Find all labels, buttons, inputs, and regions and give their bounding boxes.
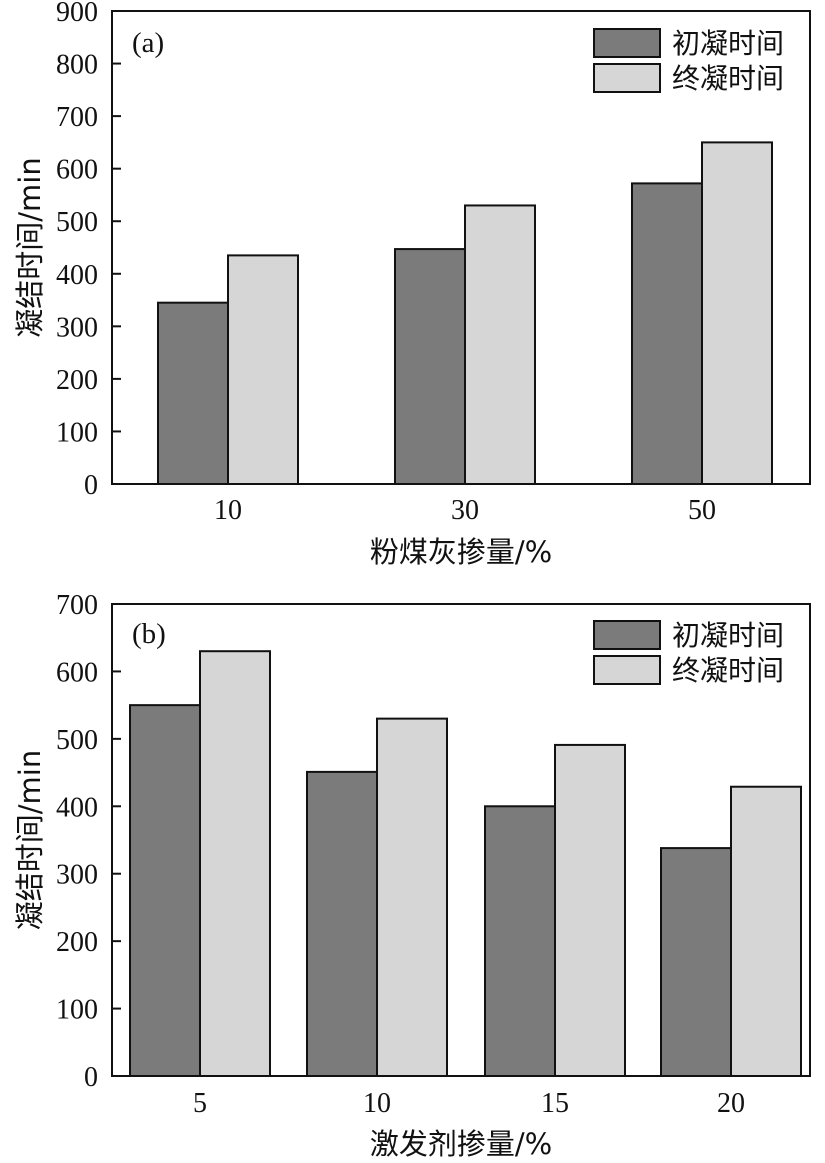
y-tick-label: 700 xyxy=(56,102,98,133)
x-tick-label: 50 xyxy=(688,495,716,526)
legend-swatch-initial xyxy=(593,620,661,650)
bar-initial-50 xyxy=(631,182,703,485)
plot-frame xyxy=(111,603,811,1077)
x-tick-label: 10 xyxy=(363,1088,391,1119)
legend-swatch-final xyxy=(593,655,661,685)
y-tick-label: 600 xyxy=(56,657,98,688)
legend-label-initial: 初凝时间 xyxy=(672,619,784,652)
bar-final-50 xyxy=(701,141,773,485)
y-tick-label: 400 xyxy=(56,260,98,291)
plot-frame xyxy=(111,10,811,485)
y-tick-label: 800 xyxy=(56,50,98,81)
chart-b: 0 100 200 300 400 500 600 700 5 10 15 20 激发剂掺量/% 凝结时间… xyxy=(13,590,811,1161)
x-tick-label: 30 xyxy=(451,495,479,526)
y-tick-label: 300 xyxy=(56,312,98,343)
panel-label: (b) xyxy=(132,618,166,650)
y-tick-label: 900 xyxy=(56,0,98,28)
y-tick-label: 100 xyxy=(56,995,98,1026)
y-tick-label: 200 xyxy=(56,927,98,958)
bar-final-15 xyxy=(554,743,626,1077)
chart-a: 0 100 200 300 400 500 600 700 800 900 10 30 50 粉煤灰掺量/… xyxy=(13,0,811,569)
legend-label-initial: 初凝时间 xyxy=(672,27,784,60)
y-tick-label: 600 xyxy=(56,155,98,186)
y-tick-label: 500 xyxy=(56,725,98,756)
y-axis-title: 凝结时间/min xyxy=(13,750,47,930)
bar-final-10 xyxy=(376,717,448,1078)
bar-initial-10 xyxy=(306,770,378,1077)
bar-initial-20 xyxy=(660,847,732,1077)
x-tick-label: 15 xyxy=(541,1088,569,1119)
bar-final-20 xyxy=(730,785,802,1078)
bar-final-5 xyxy=(199,650,271,1077)
panel-label: (a) xyxy=(132,27,164,59)
y-tick-label: 400 xyxy=(56,792,98,823)
bar-final-10 xyxy=(227,254,299,485)
bar-initial-15 xyxy=(484,805,556,1077)
bar-initial-30 xyxy=(394,248,466,485)
x-tick-label: 5 xyxy=(193,1088,207,1119)
y-tick-label: 300 xyxy=(56,860,98,891)
x-tick-label: 10 xyxy=(214,495,242,526)
legend-label-final: 终凝时间 xyxy=(672,654,784,687)
legend-label-final: 终凝时间 xyxy=(672,62,784,95)
y-tick-label: 700 xyxy=(56,590,98,621)
bar-initial-10 xyxy=(157,301,229,485)
y-axis-title: 凝结时间/min xyxy=(13,157,47,337)
y-tick-label: 200 xyxy=(56,365,98,396)
x-axis-title: 激发剂掺量/% xyxy=(370,1127,552,1161)
y-tick-label: 0 xyxy=(84,470,98,501)
legend-swatch-initial xyxy=(593,28,661,58)
bar-initial-5 xyxy=(129,704,201,1078)
y-tick-label: 0 xyxy=(84,1062,98,1093)
x-axis-title: 粉煤灰掺量/% xyxy=(370,535,552,569)
bar-final-30 xyxy=(464,204,536,485)
legend-swatch-final xyxy=(593,63,661,93)
y-tick-label: 500 xyxy=(56,207,98,238)
x-tick-label: 20 xyxy=(717,1088,745,1119)
y-tick-label: 100 xyxy=(56,417,98,448)
